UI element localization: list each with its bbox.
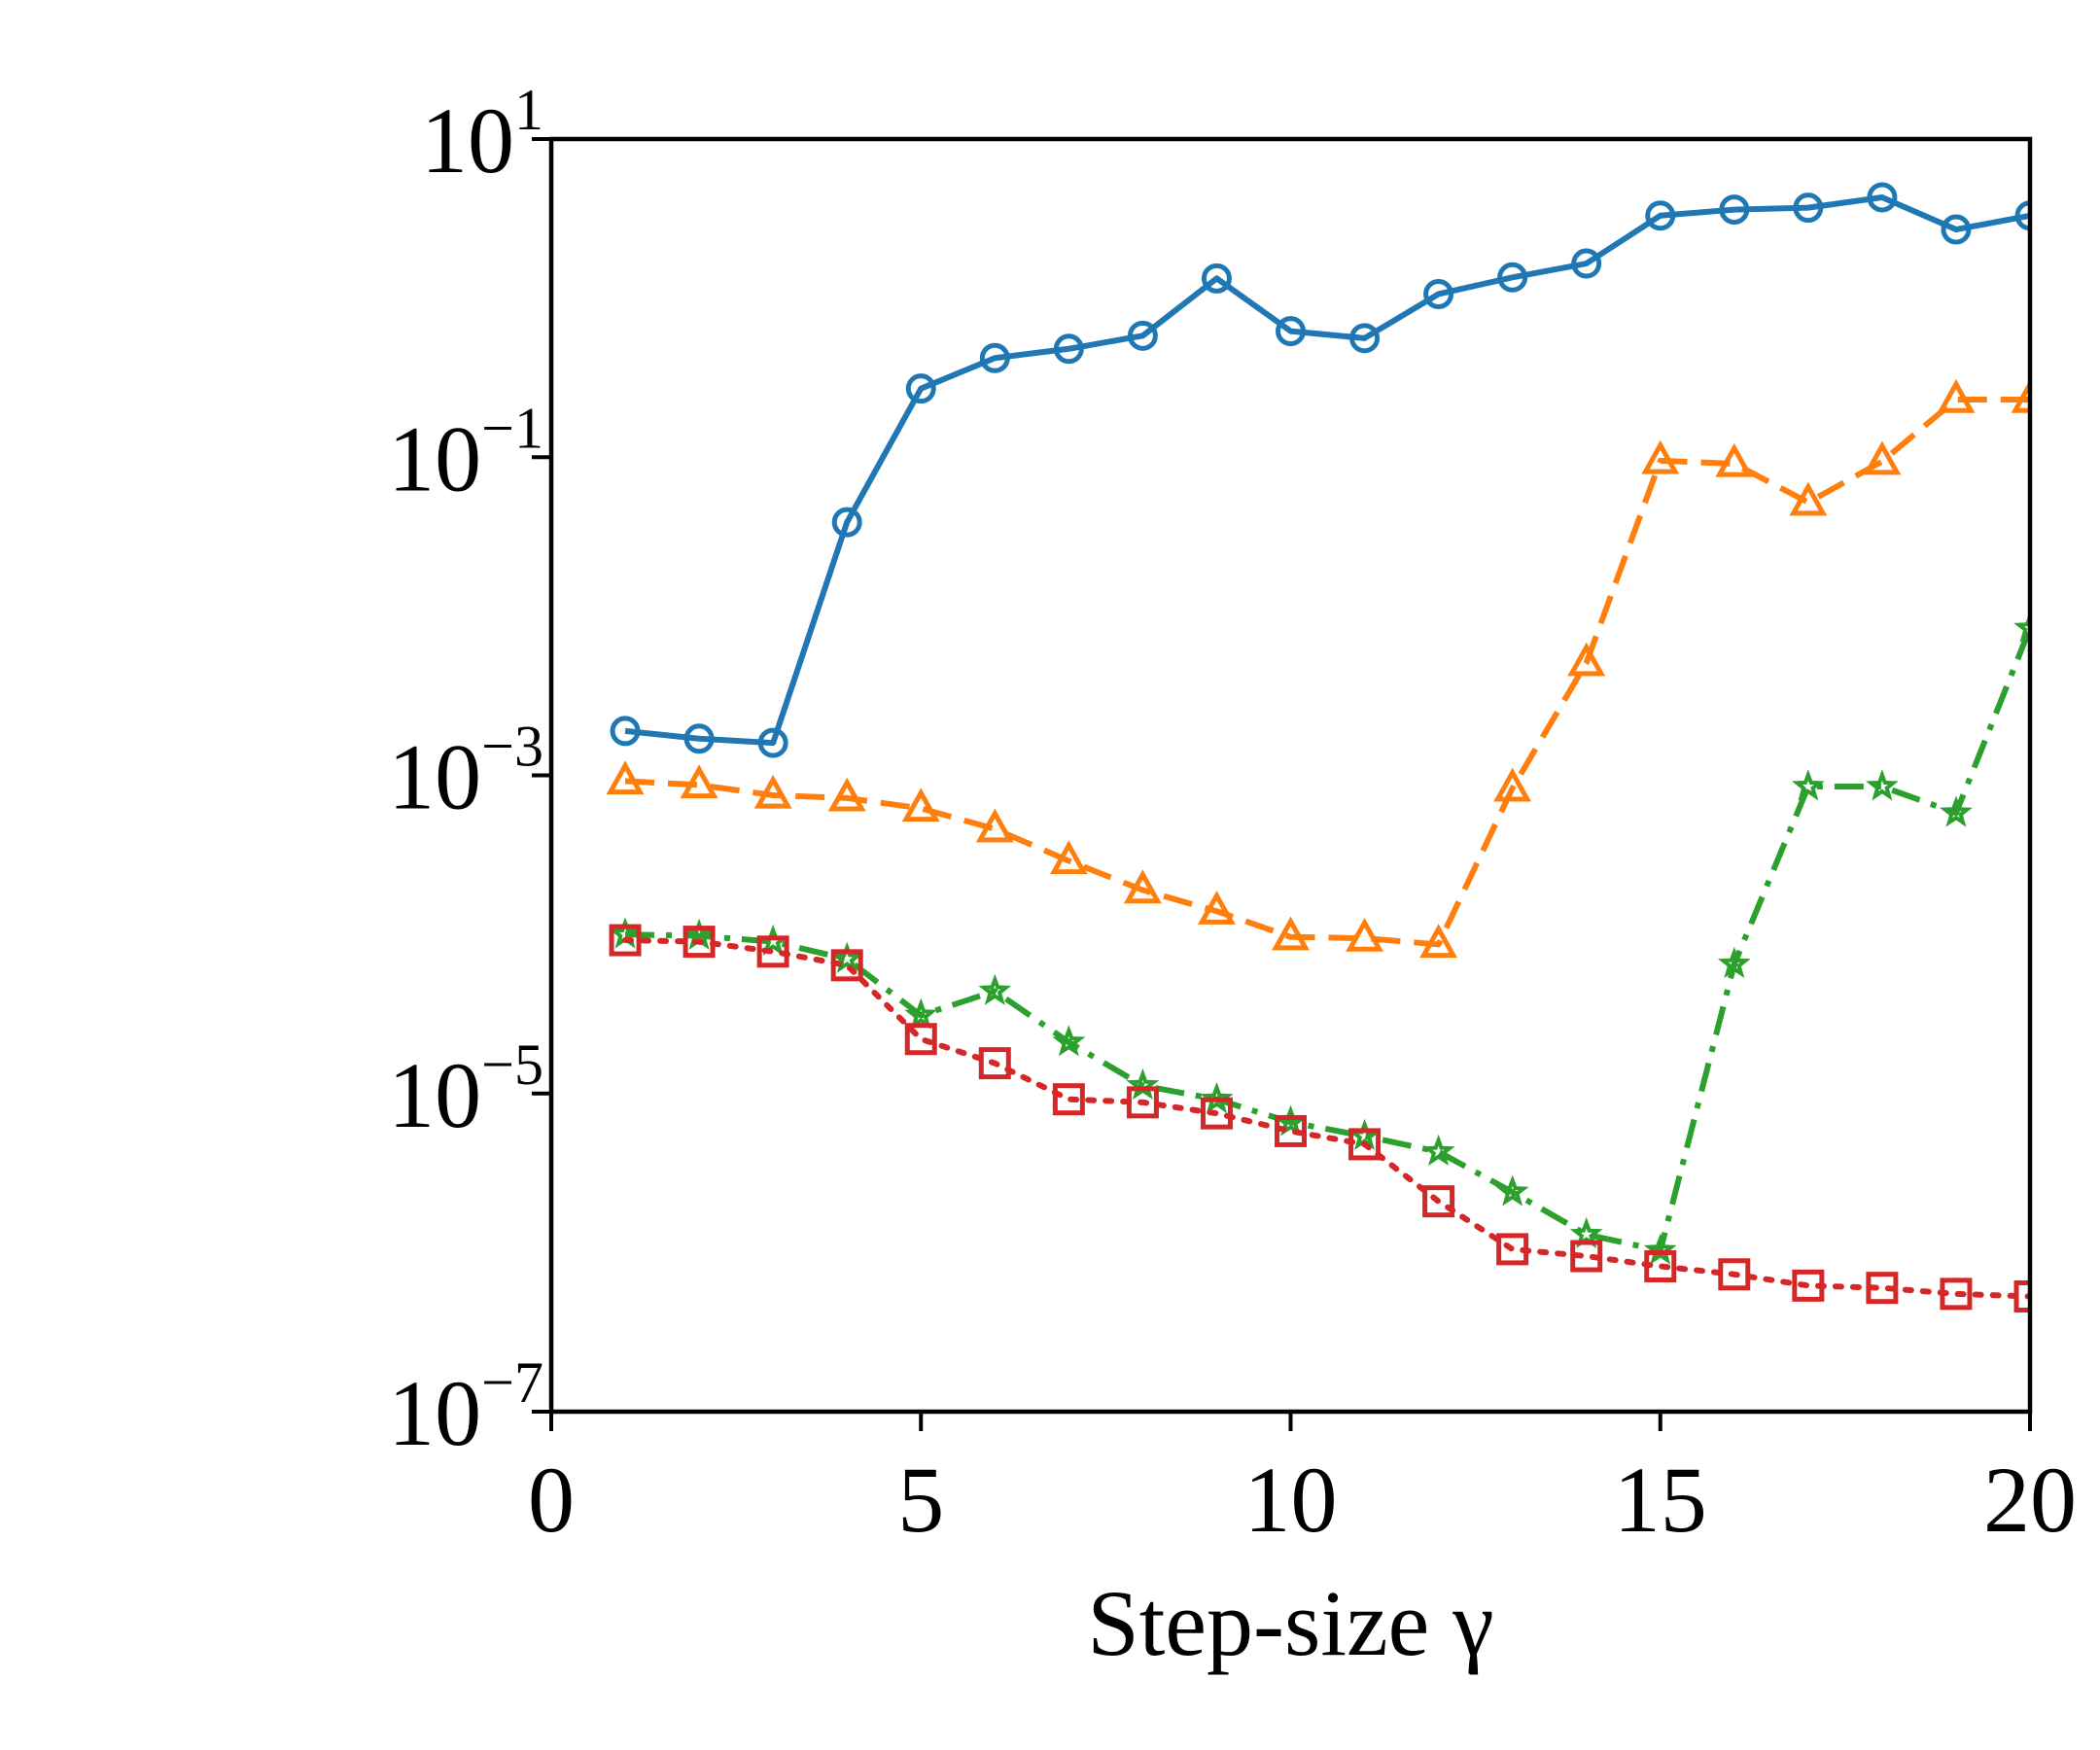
series-1 <box>610 182 2030 758</box>
series-3-point <box>1939 795 1973 827</box>
series-4-point <box>682 926 716 959</box>
series-4-point <box>609 924 642 957</box>
series-1-point <box>683 723 715 754</box>
series-2-point <box>2011 378 2030 413</box>
y-tick-label: 10−1 <box>388 396 543 510</box>
series-2-point <box>753 774 792 809</box>
series-3-point <box>1866 769 1899 801</box>
series-2-point <box>827 777 866 812</box>
x-tick-label: 10 <box>1244 1448 1338 1552</box>
series-1-line <box>624 193 2030 747</box>
series-3-point <box>1643 1233 1677 1265</box>
series-3-point <box>2013 611 2030 643</box>
series-1-point <box>2014 200 2030 231</box>
series-3-point <box>1791 769 1825 801</box>
series-3-point <box>830 941 864 973</box>
series-1-point <box>1793 192 1824 224</box>
series-2-point <box>1863 440 1902 475</box>
series-2-point <box>1049 840 1088 875</box>
series-2-point <box>1789 481 1828 516</box>
series-1-point <box>831 507 862 538</box>
series-4-point <box>1275 1114 1307 1147</box>
series-layer <box>606 182 2030 1312</box>
series-2-point <box>1641 439 1680 474</box>
series-4-point <box>1052 1083 1085 1116</box>
series-1-point <box>757 727 788 758</box>
x-axis-title: Step-size γ <box>1087 1571 1493 1675</box>
y-tick-label: 10−3 <box>388 715 543 829</box>
series-1-point <box>1941 214 1972 245</box>
series-1-point <box>610 716 641 747</box>
x-tick-label: 5 <box>897 1448 944 1552</box>
series-3-line <box>624 627 2030 1254</box>
series-4-point <box>2013 1279 2030 1312</box>
series-3-point <box>1717 946 1751 979</box>
x-tick-label: 15 <box>1614 1448 1707 1552</box>
series-2-point <box>1567 642 1606 677</box>
series-4-point <box>830 949 863 982</box>
series-2-point <box>1272 916 1310 951</box>
series-4 <box>609 924 2030 1312</box>
series-4-point <box>1200 1097 1233 1130</box>
series-1-point <box>1276 316 1306 347</box>
series-4-point <box>1718 1258 1751 1291</box>
series-2-point <box>1346 917 1384 952</box>
series-4-point <box>756 935 789 968</box>
series-3 <box>609 611 2030 1265</box>
series-1-point <box>905 373 936 404</box>
axis-layer: 0 5 10 15 20 101 10−1 10−3 10−5 10−7 <box>388 78 2077 1552</box>
series-4-point <box>1348 1128 1382 1161</box>
series-1-point <box>1645 200 1676 231</box>
y-tick-label: 10−7 <box>388 1350 543 1465</box>
series-4-point <box>1570 1240 1603 1273</box>
x-tick-label: 0 <box>528 1448 575 1552</box>
y-tick-label: 101 <box>421 78 543 192</box>
x-tick-label: 20 <box>1983 1448 2077 1552</box>
series-3-point <box>1569 1216 1603 1249</box>
series-1-point <box>1127 320 1158 351</box>
series-2-point <box>1715 442 1754 477</box>
series-2-point <box>901 788 940 822</box>
series-4-point <box>1422 1185 1455 1218</box>
series-4-point <box>1940 1278 1973 1311</box>
series-3-point <box>1421 1134 1455 1167</box>
series-4-point <box>904 1023 937 1056</box>
series-2 <box>606 378 2030 959</box>
y-tick-label: 10−5 <box>388 1032 543 1147</box>
series-1-point <box>1867 182 1898 213</box>
series-2-point <box>1419 924 1458 959</box>
series-4-line <box>622 937 2030 1300</box>
series-4-point <box>1644 1249 1677 1282</box>
series-3-point <box>904 998 938 1030</box>
series-4-point <box>1866 1272 1899 1305</box>
series-2-point <box>1197 891 1236 925</box>
series-2-point <box>606 760 645 795</box>
series-1-point <box>1423 278 1454 309</box>
series-2-point <box>1123 869 1162 904</box>
series-4-point <box>1496 1233 1529 1266</box>
series-1-point <box>1201 262 1232 294</box>
series-1-point <box>979 342 1010 373</box>
series-4-point <box>1126 1086 1159 1119</box>
series-4-point <box>1792 1269 1825 1302</box>
series-1-point <box>1571 248 1602 279</box>
series-1-point <box>1349 323 1381 354</box>
series-1-point <box>1053 333 1084 365</box>
series-4-point <box>978 1047 1011 1080</box>
series-1-point <box>1719 194 1750 226</box>
series-2-point <box>680 764 718 799</box>
series-2-point <box>975 808 1014 843</box>
series-1-point <box>1497 262 1528 293</box>
series-2-line <box>624 397 2030 948</box>
series-2-point <box>1493 767 1532 802</box>
series-3-point <box>978 973 1012 1005</box>
series-2-point <box>1937 378 1976 413</box>
series-3-point <box>1052 1025 1086 1057</box>
series-3-point <box>1495 1174 1529 1207</box>
series-3-point <box>1200 1081 1234 1114</box>
